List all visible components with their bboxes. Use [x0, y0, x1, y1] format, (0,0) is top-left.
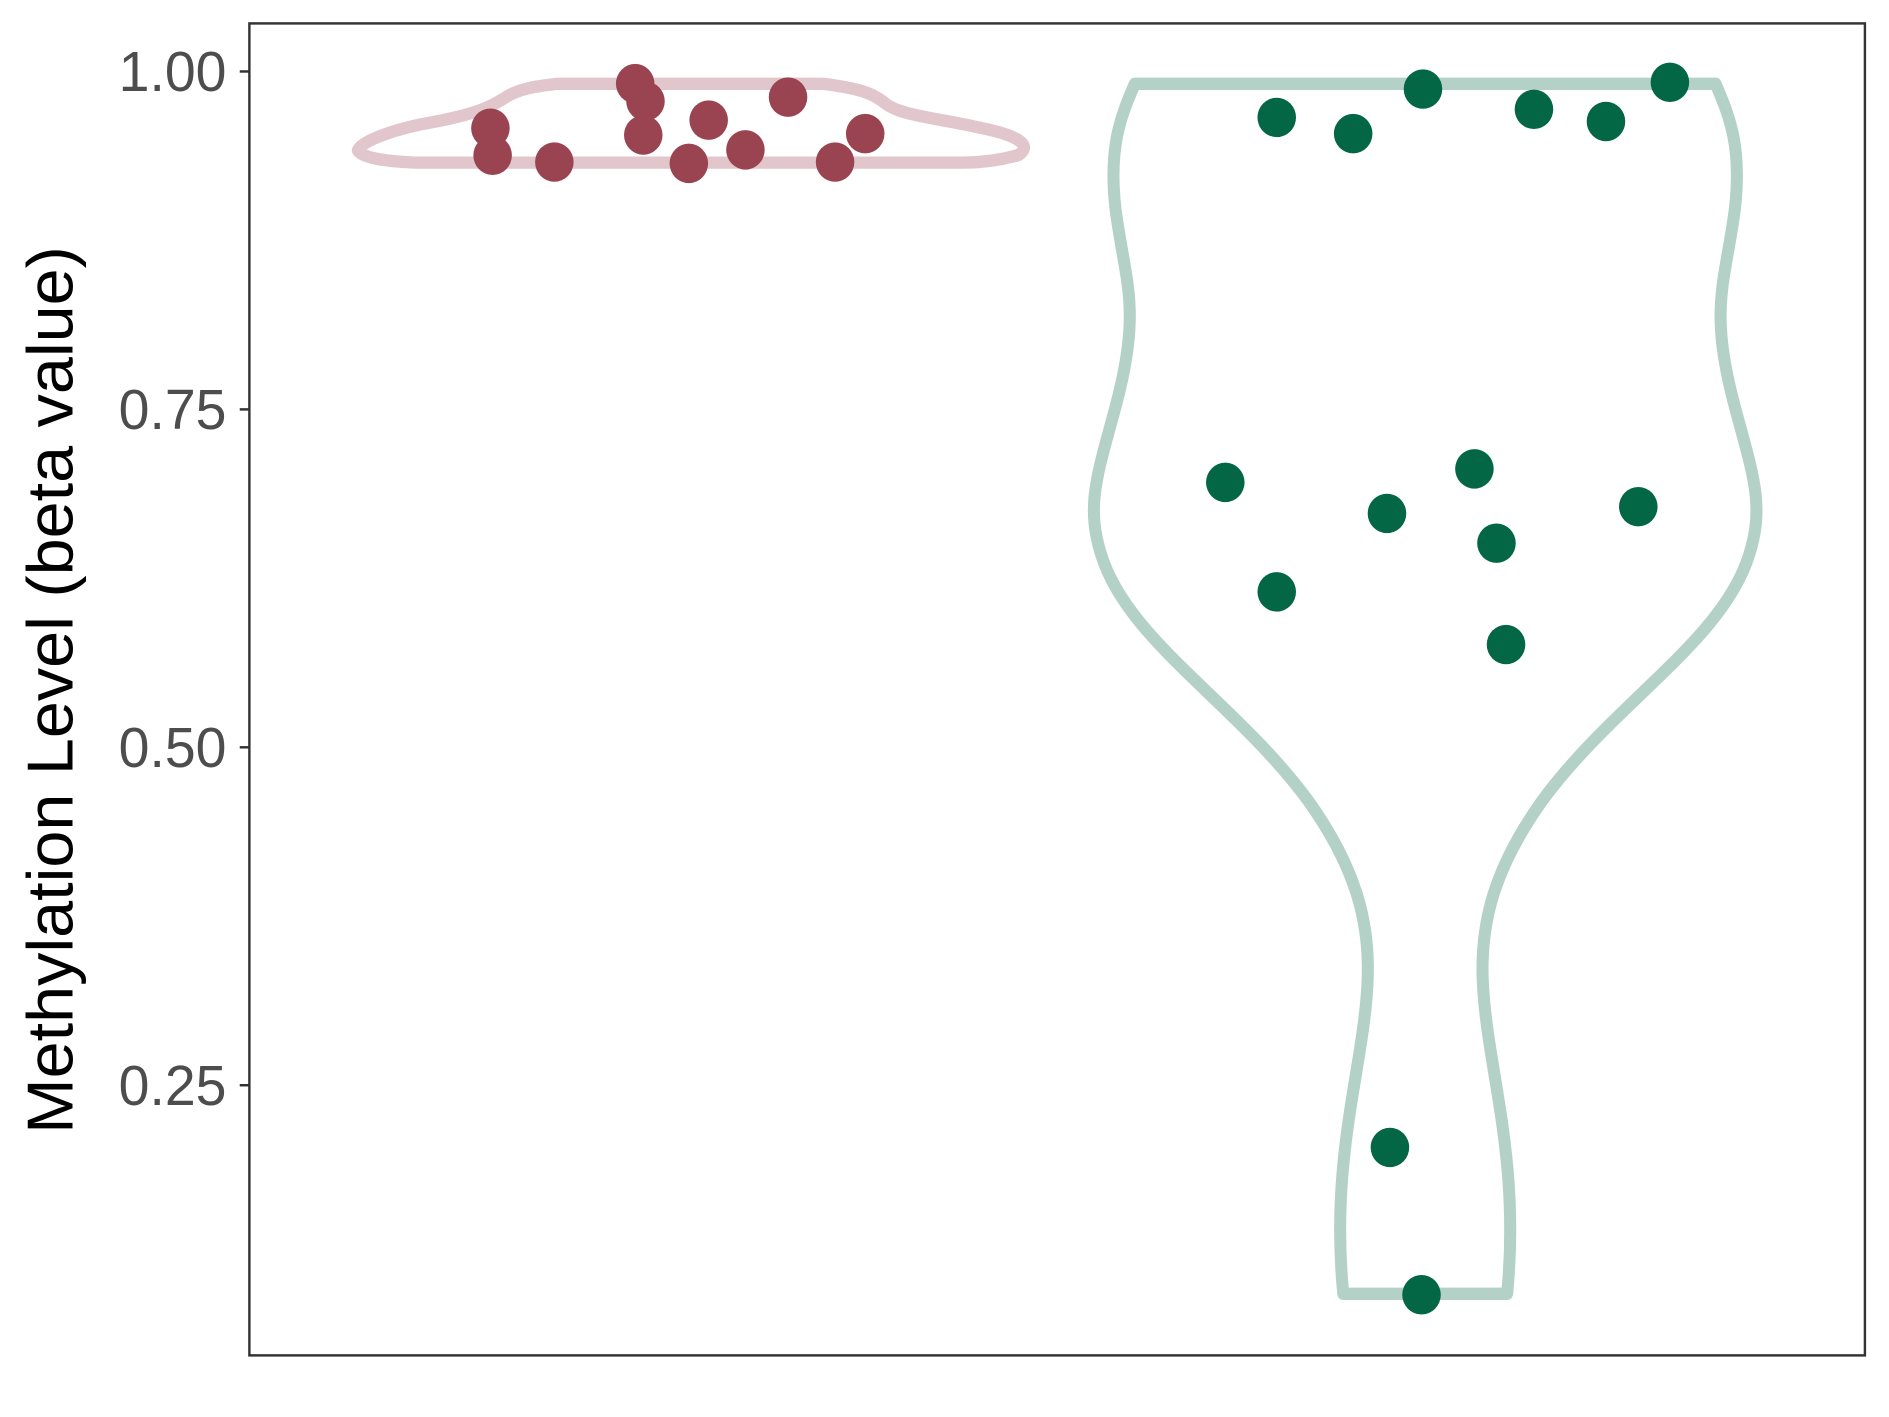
data-point-group-2: [1586, 101, 1626, 142]
data-point-group-1: [768, 77, 808, 117]
data-point-group-2: [1370, 1127, 1410, 1168]
y-tick-label: 0.75: [119, 378, 227, 442]
data-point-group-2: [1486, 624, 1526, 665]
y-tick-label: 1.00: [119, 40, 227, 104]
data-point-group-2: [1619, 486, 1658, 527]
y-axis-title: Methylation Level (beta value): [13, 246, 86, 1134]
y-tick-label: 0.50: [119, 715, 227, 779]
data-point-group-1: [845, 113, 885, 154]
data-point-group-2: [1514, 89, 1554, 130]
data-point-group-2: [1257, 97, 1297, 138]
data-point-group-2: [1455, 449, 1494, 489]
data-points: [471, 62, 1690, 1315]
data-point-group-2: [1403, 69, 1443, 109]
data-point-group-1: [626, 81, 665, 121]
y-axis: 0.25 0.50 0.75 1.00: [119, 40, 250, 1117]
data-point-group-2: [1650, 62, 1690, 102]
data-point-group-1: [535, 142, 574, 182]
data-point-group-1: [473, 135, 512, 175]
data-point-group-1: [726, 130, 765, 170]
data-point-group-2: [1402, 1275, 1441, 1315]
data-point-group-2: [1367, 493, 1407, 534]
data-point-group-1: [815, 142, 855, 182]
data-point-group-1: [669, 143, 709, 184]
data-point-group-1: [623, 115, 663, 155]
data-point-group-2: [1257, 572, 1297, 612]
plot-panel: [248, 22, 1867, 1357]
data-point-group-2: [1477, 523, 1516, 563]
data-point-group-2: [1333, 113, 1373, 154]
violin-outline-2: [1087, 77, 1763, 1300]
data-point-group-1: [689, 100, 728, 140]
data-point-group-2: [1206, 462, 1245, 503]
violin-outline-1: [351, 77, 1030, 169]
y-tick-label: 0.25: [119, 1053, 227, 1117]
